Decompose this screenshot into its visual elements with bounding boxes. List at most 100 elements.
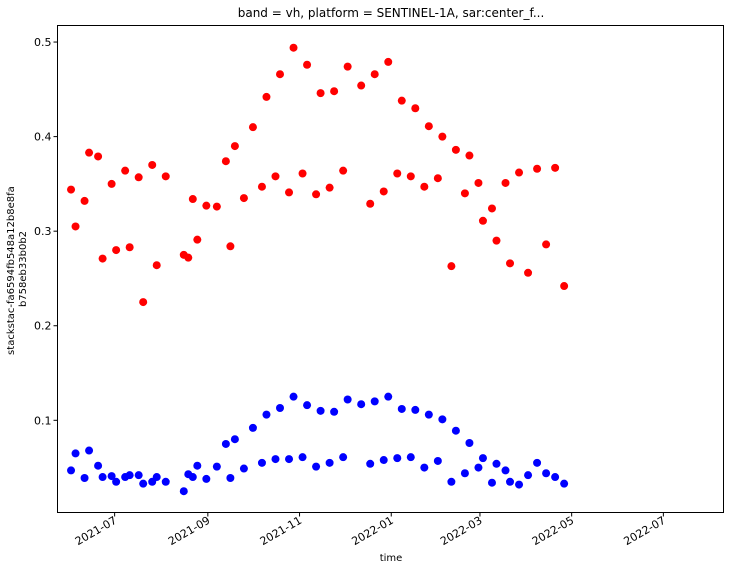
data-point — [411, 104, 420, 113]
data-point — [330, 87, 339, 96]
data-point — [221, 439, 230, 448]
data-point — [406, 453, 415, 462]
data-point — [257, 458, 266, 467]
data-point — [107, 472, 116, 481]
data-point — [379, 187, 388, 196]
data-point — [285, 455, 294, 464]
data-point — [139, 479, 148, 488]
data-point — [248, 123, 257, 132]
data-point — [433, 174, 442, 183]
data-point — [98, 254, 107, 263]
data-point — [134, 471, 143, 480]
data-point — [71, 222, 80, 231]
data-point — [370, 397, 379, 406]
data-point — [447, 262, 456, 271]
data-point — [107, 179, 116, 188]
data-point — [560, 479, 569, 488]
data-point — [433, 456, 442, 465]
data-point — [94, 461, 103, 470]
data-point — [303, 60, 312, 69]
data-point — [406, 172, 415, 181]
data-point — [161, 477, 170, 486]
data-point — [139, 298, 148, 307]
data-point — [188, 195, 197, 204]
data-point — [239, 194, 248, 203]
data-point — [257, 182, 266, 191]
data-point — [325, 458, 334, 467]
data-point — [312, 190, 321, 199]
data-point — [411, 405, 420, 414]
data-point — [384, 57, 393, 66]
y-axis-label-line-2: b758eb33b0b2 — [18, 231, 29, 307]
data-point — [542, 240, 551, 249]
data-point — [271, 172, 280, 181]
data-point — [397, 404, 406, 413]
data-point — [533, 458, 542, 467]
data-point — [179, 487, 188, 496]
data-point — [424, 410, 433, 419]
data-point — [67, 185, 76, 194]
data-point — [152, 261, 161, 270]
data-point — [343, 395, 352, 404]
data-point — [357, 400, 366, 409]
data-point — [226, 242, 235, 251]
data-point — [248, 423, 257, 432]
data-point — [276, 404, 285, 413]
data-point — [112, 477, 121, 486]
data-point — [451, 426, 460, 435]
data-point — [506, 259, 515, 268]
data-point — [506, 477, 515, 486]
data-point — [487, 478, 496, 487]
data-point — [524, 471, 533, 480]
data-point — [465, 438, 474, 447]
data-point — [184, 253, 193, 262]
data-point — [551, 473, 560, 482]
data-point — [478, 216, 487, 225]
data-point — [85, 446, 94, 455]
data-point — [188, 473, 197, 482]
data-point — [460, 189, 469, 198]
x-axis-label: time — [380, 553, 403, 564]
data-point — [125, 471, 134, 480]
data-point — [524, 268, 533, 277]
data-point — [424, 122, 433, 131]
y-tick-label: 0.2 — [34, 320, 52, 333]
data-point — [298, 453, 307, 462]
data-point — [239, 464, 248, 473]
y-tick-label: 0.1 — [34, 414, 52, 427]
data-point — [85, 148, 94, 157]
y-axis-label-line-1: stackstac-fa6594fb548a12b8e8fa — [6, 186, 17, 355]
data-point — [276, 70, 285, 79]
data-point — [451, 145, 460, 154]
data-point — [230, 142, 239, 151]
data-point — [71, 449, 80, 458]
data-point — [67, 466, 76, 475]
data-point — [501, 178, 510, 187]
data-point — [465, 151, 474, 160]
data-point — [533, 164, 542, 173]
plot-area — [67, 43, 569, 496]
data-point — [492, 459, 501, 468]
data-point — [366, 199, 375, 208]
data-point — [212, 462, 221, 471]
data-point — [478, 454, 487, 463]
data-point — [226, 473, 235, 482]
data-point — [339, 166, 348, 175]
data-point — [515, 168, 524, 177]
data-point — [285, 188, 294, 197]
data-point — [289, 392, 298, 401]
data-point — [492, 236, 501, 245]
data-point — [542, 469, 551, 478]
data-point — [393, 454, 402, 463]
y-tick-label: 0.4 — [34, 131, 52, 144]
data-point — [316, 89, 325, 98]
data-point — [487, 204, 496, 213]
data-point — [161, 172, 170, 181]
data-point — [230, 435, 239, 444]
data-point — [298, 169, 307, 178]
data-point — [221, 157, 230, 166]
data-point — [474, 178, 483, 187]
data-point — [379, 456, 388, 465]
data-point — [447, 477, 456, 486]
